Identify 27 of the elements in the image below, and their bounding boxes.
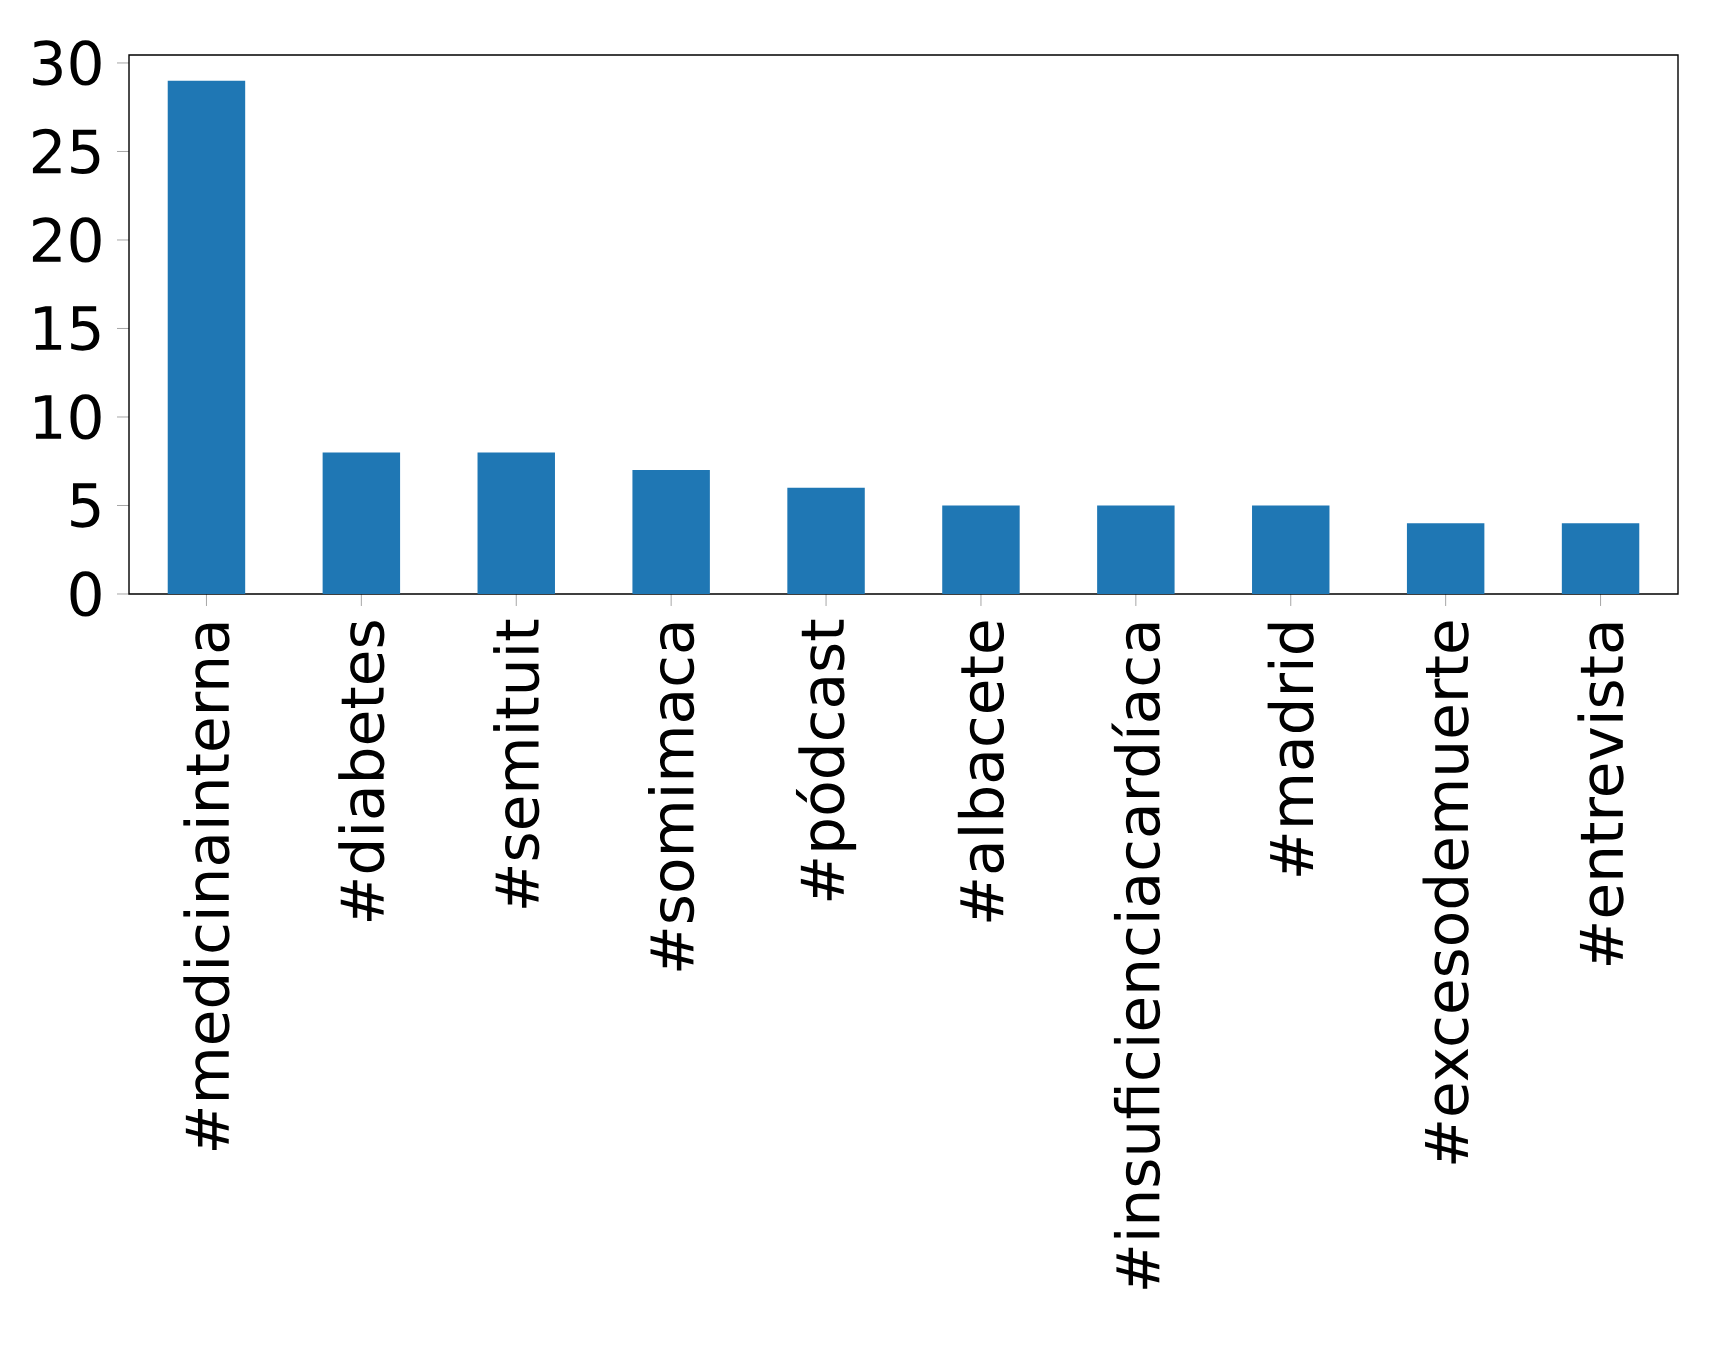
bar [1252,505,1330,594]
bar [632,470,710,594]
x-tick-label: #medicinainterna [183,623,230,1150]
bar [787,487,865,594]
bar [477,452,555,594]
x-tick-label: #excesodemuerte [1422,621,1469,1164]
x-tick-label: #diabetes [338,621,385,921]
y-tick-label: 20 [32,217,101,263]
x-tick-label: #insuficienciacardíaca [1111,623,1161,1289]
bar [942,505,1020,594]
y-tick-label: 10 [35,394,101,440]
y-tick-label: 5 [71,483,100,528]
x-tick-label: #pódcast [795,619,857,901]
bar [1097,505,1175,594]
y-tick-label: 30 [33,40,101,86]
bar [167,80,246,594]
x-tick-label: #madrid [1267,623,1314,876]
x-tick-label: #somimaca [648,623,695,971]
y-tick-label: 25 [32,128,100,175]
y-tick-label: 0 [70,571,101,617]
x-tick-label: #entrevista [1577,623,1624,966]
bar [322,452,401,594]
x-tick-label: #albacete [957,621,1005,922]
y-tick-label: 15 [35,306,100,351]
x-tick-label: #semituit [493,619,540,908]
bar [1406,523,1485,594]
bar [1561,523,1640,594]
